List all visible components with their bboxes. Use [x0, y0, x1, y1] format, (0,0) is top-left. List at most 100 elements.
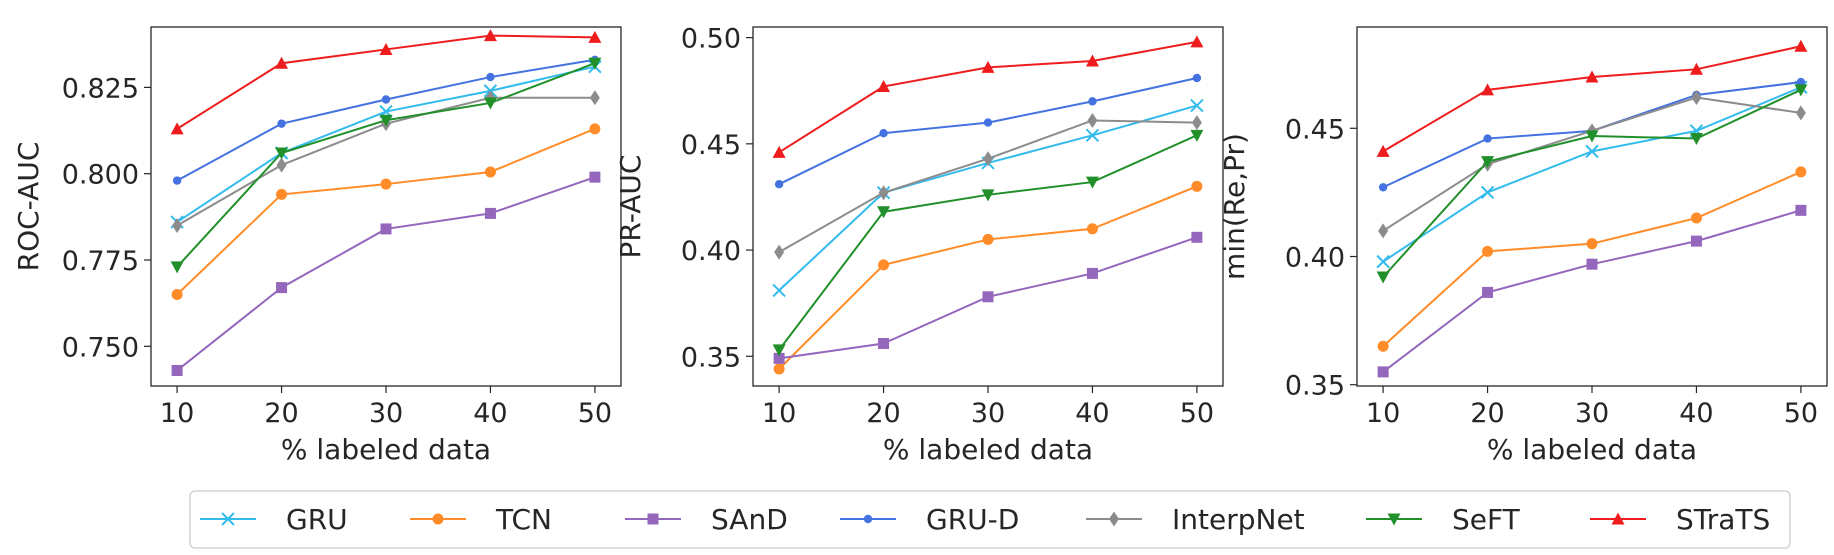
chart-panel-3: 10 20 30 40 50 0.35 0.40 0.45 % labeled data min(…: [1218, 26, 1828, 466]
data-point: [1378, 223, 1389, 239]
data-point: [1794, 39, 1808, 52]
y-tick-label: 0.45: [1285, 114, 1345, 145]
x-tick-label: 40: [473, 398, 507, 429]
series-line: [778, 185, 1198, 370]
legend-label: GRU-D: [926, 503, 1019, 536]
series-tcn: [171, 123, 601, 301]
data-point: [1376, 271, 1390, 284]
data-point: [1585, 70, 1599, 83]
series-seft: [1376, 84, 1808, 284]
data-point: [172, 217, 183, 233]
x-tick-label: 50: [1180, 398, 1214, 429]
series-line: [176, 127, 596, 296]
y-tick-label: 0.45: [681, 130, 741, 161]
data-point: [981, 60, 995, 73]
data-point: [1191, 180, 1203, 192]
data-point: [277, 119, 286, 128]
data-point: [589, 171, 601, 183]
data-point: [1190, 129, 1204, 142]
x-tick-label: 50: [1784, 398, 1818, 429]
data-point: [982, 291, 994, 303]
x-tick-label: 50: [578, 398, 612, 429]
series-strats: [772, 35, 1204, 158]
legend-label: SAnD: [711, 503, 788, 536]
x-tick-label: 20: [866, 398, 900, 429]
data-point: [172, 176, 182, 185]
series-gru-d: [774, 73, 1202, 189]
series-strats: [1376, 39, 1808, 157]
data-point: [1191, 231, 1203, 243]
data-point: [486, 72, 495, 82]
y-axis-label: ROC-AUC: [12, 142, 45, 272]
data-point: [1795, 105, 1806, 121]
plot-frame: [1356, 26, 1828, 387]
data-point: [878, 338, 890, 350]
data-point: [773, 352, 785, 364]
legend-entry-interpnet: InterpNet: [1086, 503, 1305, 536]
data-point: [1483, 134, 1492, 143]
data-point: [983, 151, 993, 167]
series-interpnet: [774, 112, 1202, 260]
data-point: [1376, 254, 1390, 269]
data-point: [1481, 156, 1495, 169]
chart-panel-1: 10 20 30 40 50 0.750 0.775 0.800 0.825 % labeled …: [12, 26, 622, 466]
y-tick-label: 0.40: [1285, 243, 1345, 274]
x-tick-label: 10: [1366, 398, 1400, 429]
data-point: [1085, 54, 1099, 67]
data-point: [772, 283, 786, 298]
legend-label: STraTS: [1676, 503, 1770, 536]
data-point: [588, 57, 602, 70]
series-line: [778, 40, 1198, 154]
series-seft: [170, 57, 602, 274]
y-tick-label: 0.825: [62, 73, 139, 104]
data-point: [379, 42, 393, 55]
data-point: [484, 166, 496, 178]
data-point: [773, 363, 785, 375]
data-point: [276, 188, 288, 200]
x-tick-label: 10: [160, 398, 194, 429]
data-point: [1085, 128, 1100, 143]
y-tick-label: 0.775: [62, 246, 139, 277]
data-point: [1190, 98, 1204, 113]
data-point: [1482, 286, 1494, 298]
data-point: [1378, 183, 1388, 192]
legend-entry-gru: GRU: [200, 503, 348, 536]
legend-box: [189, 490, 1791, 549]
data-point: [774, 244, 785, 260]
data-point: [1796, 77, 1806, 87]
data-point: [1192, 73, 1202, 83]
data-point: [983, 118, 993, 127]
data-point: [878, 259, 890, 271]
data-point: [1377, 366, 1389, 378]
series-line: [1382, 96, 1802, 232]
data-point: [982, 233, 994, 245]
data-point: [170, 122, 184, 135]
data-point: [1377, 340, 1389, 352]
data-point: [1795, 166, 1807, 178]
legend-marker: [1611, 512, 1625, 525]
data-point: [484, 207, 496, 219]
legend: GRU TCN SAnD GRU-D InterpNet SeFT STraTS: [189, 490, 1791, 549]
data-point: [380, 223, 392, 235]
data-point: [275, 147, 289, 160]
series-line: [176, 176, 596, 372]
data-point: [588, 30, 602, 43]
series-seft: [772, 129, 1204, 357]
data-point: [1585, 130, 1599, 143]
data-point: [1190, 35, 1204, 48]
data-point: [1481, 83, 1495, 96]
series-sand: [171, 171, 601, 376]
data-point: [483, 97, 497, 110]
data-point: [879, 129, 888, 138]
data-point: [276, 157, 287, 173]
data-point: [1586, 258, 1598, 270]
data-point: [171, 364, 183, 376]
series-tcn: [1377, 166, 1807, 352]
legend-marker: [863, 514, 873, 524]
data-point: [379, 114, 393, 127]
data-point: [1689, 62, 1703, 75]
x-tick-label: 20: [264, 398, 298, 429]
series-line: [176, 62, 596, 268]
data-point: [1086, 223, 1098, 235]
data-point: [380, 178, 392, 190]
